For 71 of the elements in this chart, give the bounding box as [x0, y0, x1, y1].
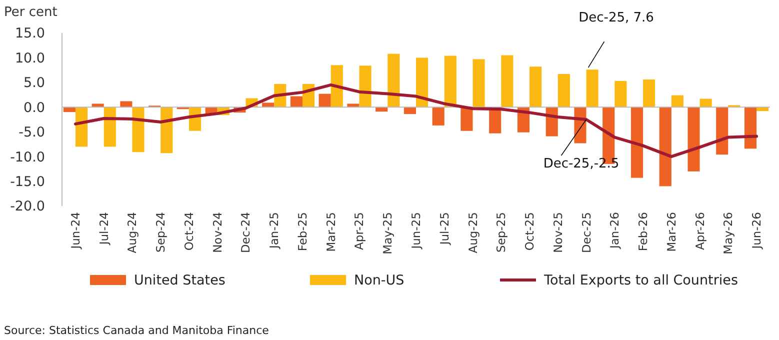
- x-tick-label: Oct-24: [182, 212, 196, 251]
- bar: [586, 70, 598, 108]
- bar: [330, 65, 343, 108]
- bar: [460, 107, 473, 131]
- x-tick-label: Jul-24: [96, 212, 111, 246]
- x-tick-label: May-25: [380, 212, 395, 254]
- y-tick-label: 10.0: [14, 50, 45, 66]
- y-tick-label: -20.0: [10, 198, 45, 215]
- x-tick-label: Aug-24: [125, 212, 140, 254]
- bar: [404, 107, 416, 114]
- bar: [290, 96, 302, 108]
- x-tick-label: Jan-25: [267, 212, 282, 250]
- bar: [472, 59, 485, 108]
- line-series: [74, 83, 758, 158]
- x-tick-label: Oct-25: [522, 212, 537, 251]
- bar: [630, 107, 644, 178]
- y-tick-label: -10.0: [10, 149, 45, 166]
- legend-label: United States: [134, 272, 226, 289]
- y-tick-label: -15.0: [10, 174, 45, 190]
- bar: [659, 107, 672, 186]
- bar: [75, 107, 88, 147]
- bar: [416, 58, 428, 108]
- x-tick-label: Mar-26: [664, 212, 678, 252]
- bar: [388, 54, 400, 108]
- bar: [444, 56, 456, 108]
- x-tick-label: Jun-25: [409, 212, 423, 250]
- x-tick-label: Dec-24: [238, 212, 253, 254]
- bar: [318, 94, 331, 108]
- bar: [643, 79, 656, 108]
- bar: [671, 95, 684, 108]
- bar: [744, 107, 757, 149]
- x-tick-label: Dec-25: [579, 212, 594, 254]
- x-tick-label: Feb-25: [295, 212, 310, 252]
- bar: [716, 107, 728, 155]
- x-tick-label: May-26: [721, 212, 736, 254]
- x-tick-label: Sep-24: [154, 212, 168, 252]
- legend-label: Non-US: [354, 272, 404, 289]
- source-note: Source: Statistics Canada and Manitoba Finance: [4, 324, 270, 337]
- bar: [614, 80, 627, 108]
- x-tick-label: Mar-25: [324, 212, 338, 252]
- bar: [132, 107, 144, 152]
- y-axis-title: Per cent: [4, 5, 58, 20]
- x-tick-label: Feb-26: [636, 212, 650, 252]
- bar: [688, 107, 700, 172]
- y-tick-label: 0.0: [24, 100, 45, 116]
- x-tick-label: Apr-25: [352, 212, 366, 250]
- bar: [501, 55, 514, 108]
- x-tick-label: Jun-24: [68, 212, 82, 250]
- bar: [359, 66, 372, 108]
- bar: [700, 98, 712, 108]
- y-tick-label: 5.0: [24, 75, 45, 92]
- x-tick-label: Apr-26: [692, 212, 707, 250]
- bar: [432, 107, 444, 126]
- bar: [63, 107, 76, 112]
- bar: [530, 66, 542, 108]
- bar: [120, 101, 132, 108]
- x-tick-label: Jun-26: [750, 212, 764, 250]
- annotation: Dec-25, 7.6: [578, 10, 654, 26]
- x-tick-label: Nov-24: [210, 212, 224, 253]
- y-tick-label: 15.0: [14, 26, 45, 42]
- x-tick-label: Aug-25: [466, 212, 480, 254]
- bar: [558, 74, 570, 108]
- bar: [104, 107, 116, 147]
- x-tick-label: Jul-25: [437, 212, 452, 246]
- annotation: Dec-25,-2.5: [543, 156, 620, 172]
- x-tick-label: Jan-26: [608, 212, 622, 250]
- y-tick-label: -5.0: [18, 124, 45, 141]
- bar: [160, 107, 173, 154]
- x-tick-label: Sep-25: [494, 212, 508, 252]
- x-tick-label: Nov-25: [550, 212, 565, 253]
- legend-label: Total Exports to all Countries: [543, 272, 738, 289]
